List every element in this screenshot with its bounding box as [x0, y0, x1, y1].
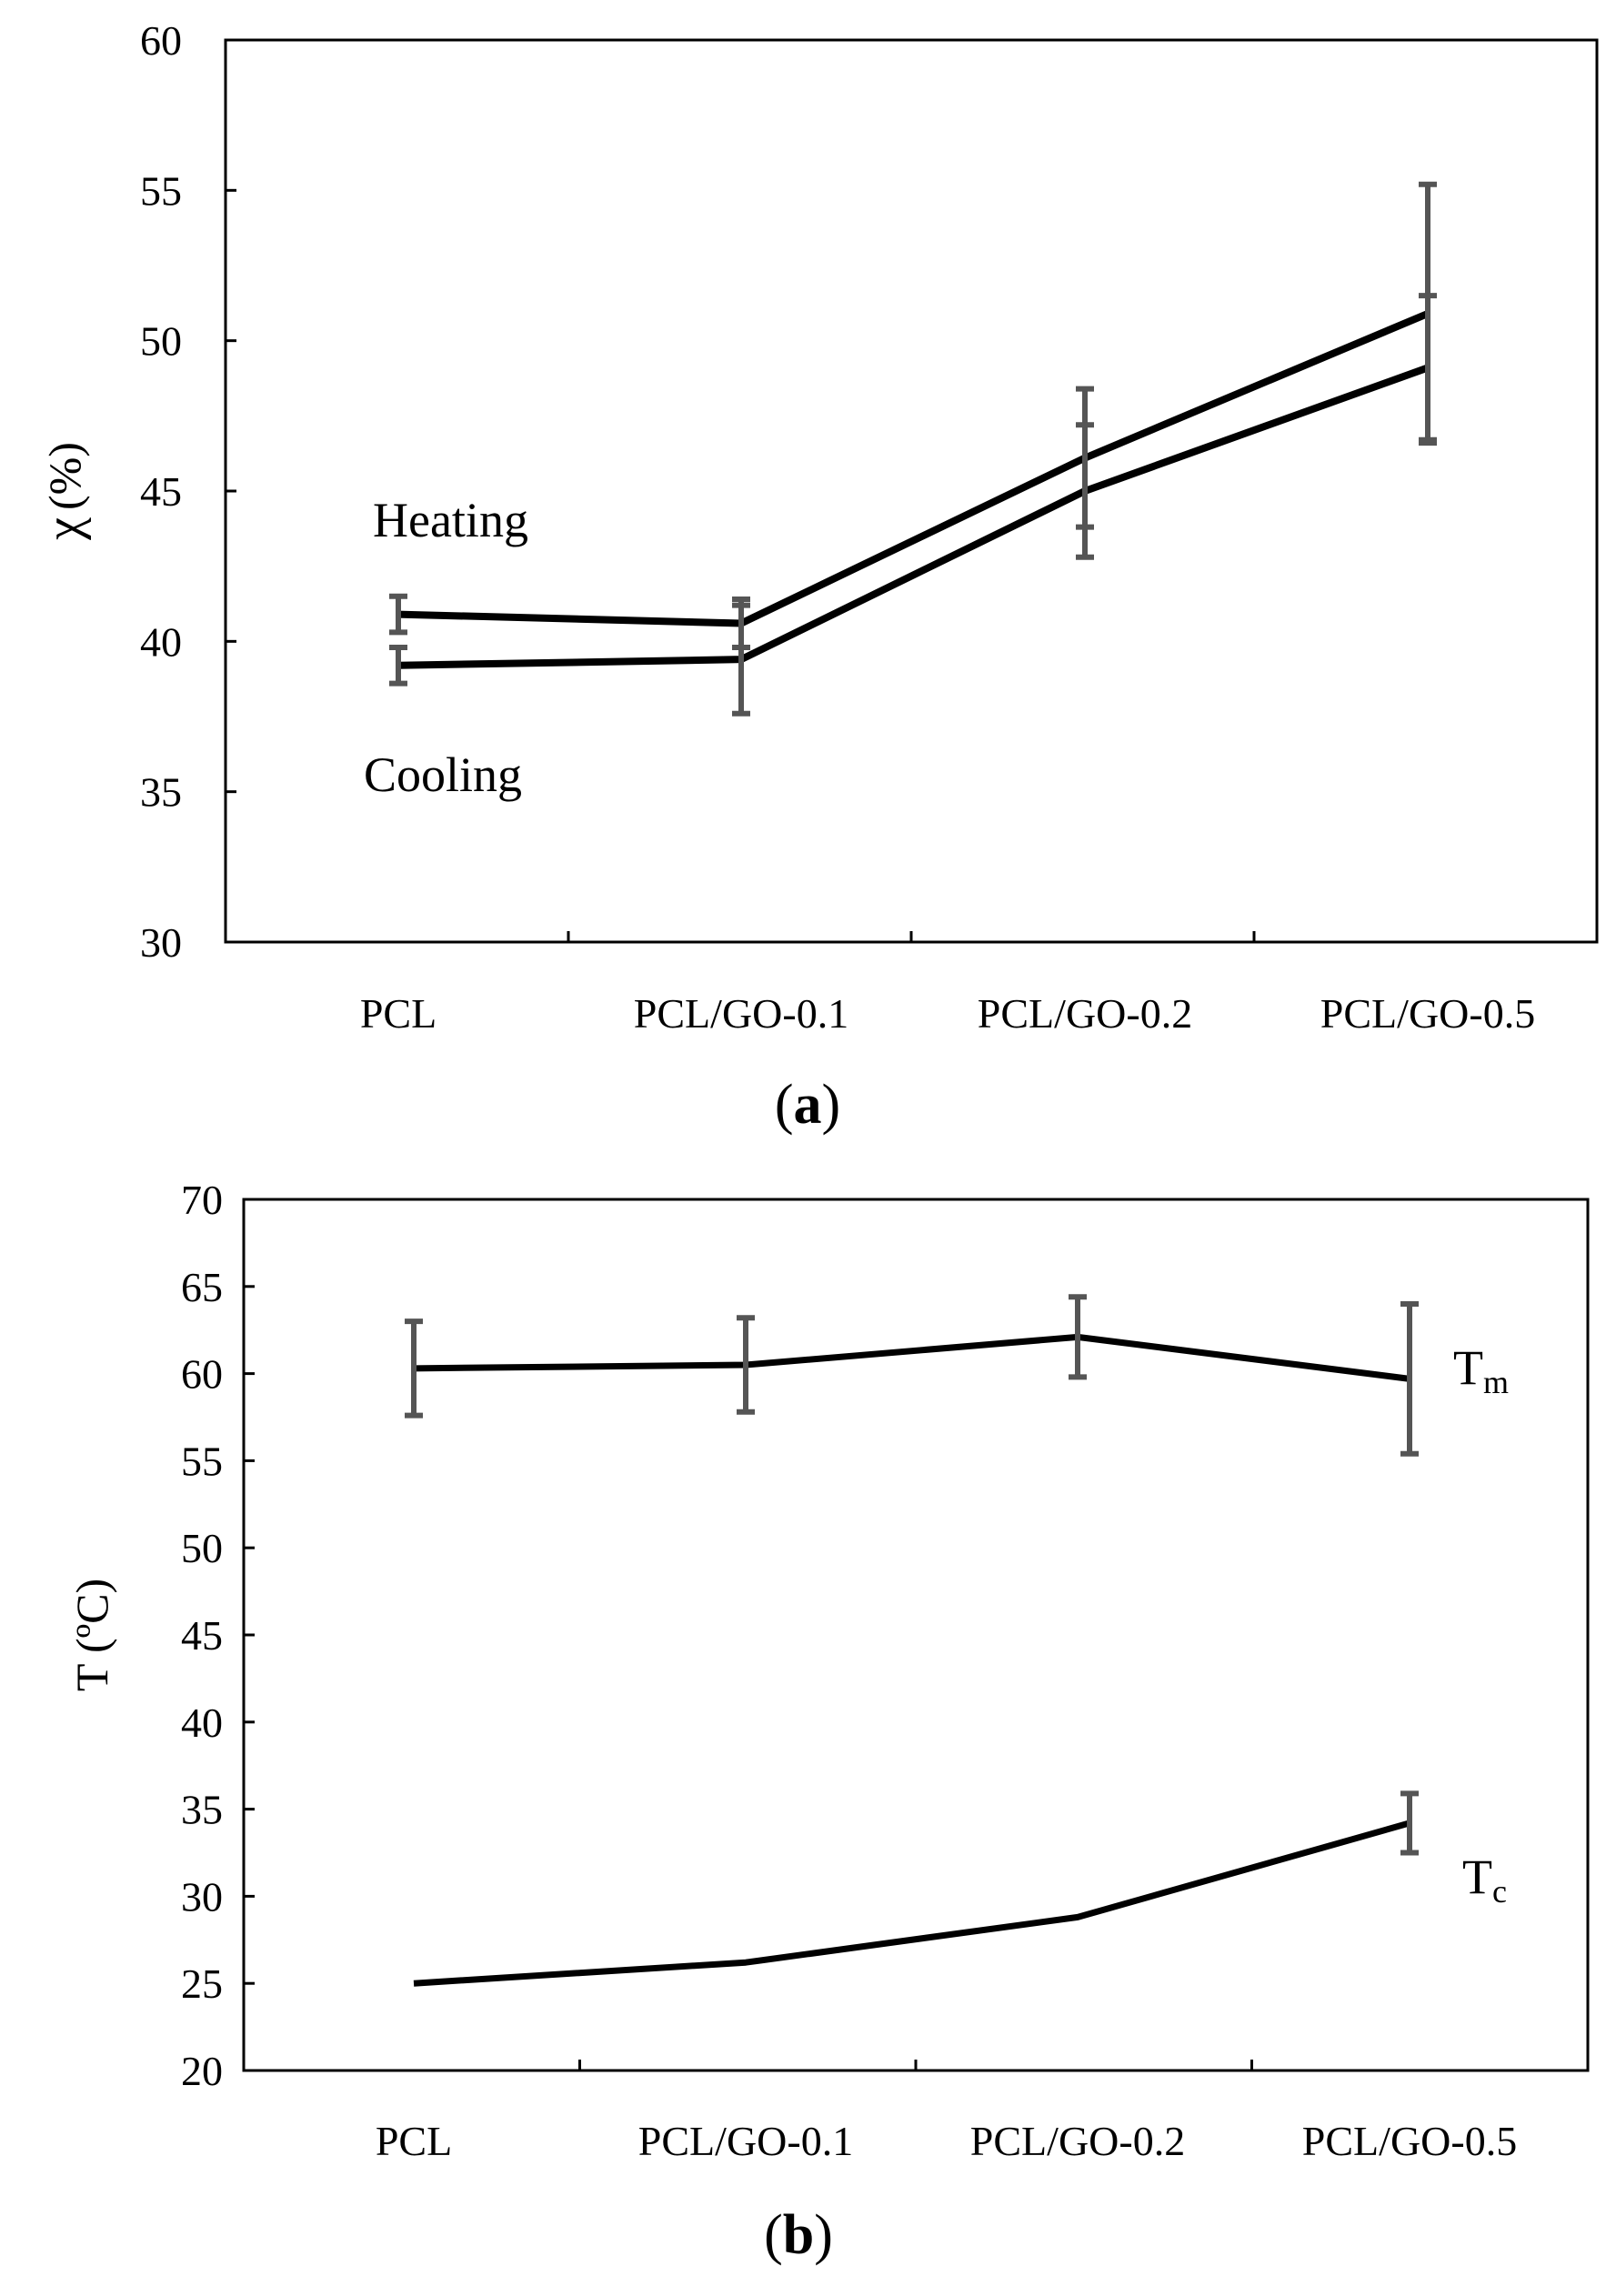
chart-b-tick-marks [244, 1198, 1253, 2072]
chart-a-category-label: PCL/GO-0.1 [634, 990, 848, 1037]
chart-b-y-tick-label: 65 [181, 1264, 223, 1310]
error-bar-cooling [389, 644, 407, 687]
chart-a-y-tick-label: 55 [140, 167, 182, 214]
chart-b-category-labels: PCL PCL/GO-0.1 PCL/GO-0.2 PCL/GO-0.5 [376, 2118, 1517, 2164]
chart-a-y-tick-label: 35 [140, 769, 182, 816]
annotation-heating: Heating [373, 493, 528, 547]
chart-b-error-bars [405, 1294, 1419, 1856]
chart-b-y-tick-label: 30 [181, 1873, 223, 1920]
chart-b-category-label: PCL/GO-0.5 [1302, 2118, 1517, 2164]
chart-a-plot-frame [224, 38, 1599, 944]
chart-a-y-tick-label: 50 [140, 318, 182, 365]
chart-b-y-tick-label: 60 [181, 1351, 223, 1398]
annotation-tc: Tc [1462, 1850, 1507, 1910]
annotation-cooling: Cooling [364, 747, 522, 802]
error-bar-tm [405, 1318, 423, 1419]
series-line-cooling [397, 364, 1430, 669]
chart-b-y-tick-label: 35 [181, 1787, 223, 1833]
error-bar-cooling [1419, 293, 1437, 443]
chart-b-y-tick-label: 40 [181, 1699, 223, 1746]
chart-a-category-labels: PCL PCL/GO-0.1 PCL/GO-0.2 PCL/GO-0.5 [360, 990, 1535, 1037]
chart-a-y-axis-title: χ(%) [35, 442, 92, 541]
chart-b-y-tick-label: 50 [181, 1525, 223, 1571]
chart-a-y-tick-label: 60 [140, 17, 182, 64]
chart-b-y-tick-label: 55 [181, 1438, 223, 1484]
chart-a-category-label: PCL/GO-0.2 [978, 990, 1192, 1037]
chart-a-category-label: PCL/GO-0.5 [1320, 990, 1535, 1037]
chart-a-y-tick-labels: 30 35 40 45 50 55 60 [140, 17, 182, 966]
chart-b-y-tick-label: 25 [181, 1960, 223, 2007]
chart-a-panel-label: (a) [775, 1074, 840, 1136]
chart-a-error-bars [389, 181, 1437, 717]
chart-a-series-lines [397, 310, 1430, 669]
error-bar-tc [1400, 1790, 1419, 1856]
chart-b-category-label: PCL [376, 2118, 452, 2164]
chart-b-y-tick-label: 70 [181, 1177, 223, 1223]
error-bar-tm [1069, 1294, 1087, 1380]
chart-a-y-tick-label: 45 [140, 468, 182, 515]
series-line-heating [397, 310, 1430, 627]
series-line-tc [413, 1820, 1410, 1987]
chart-b-y-tick-label: 20 [181, 2048, 223, 2094]
chart-b-series-lines [413, 1333, 1410, 1987]
series-line-tm [413, 1333, 1410, 1382]
chart-b-category-label: PCL/GO-0.2 [970, 2118, 1185, 2164]
chart-b-y-axis-title: T (ºC) [66, 1579, 117, 1691]
error-bar-tm [1400, 1300, 1419, 1457]
error-bar-tm [737, 1315, 755, 1415]
error-bar-cooling [1076, 422, 1094, 560]
chart-b-y-tick-label: 45 [181, 1612, 223, 1659]
error-bar-heating [389, 593, 407, 636]
chart-b: 20 25 30 35 40 45 50 55 60 65 70 PCL PCL/GO-0.1 PCL/… [66, 1177, 1590, 2266]
error-bar-cooling [732, 602, 750, 717]
chart-b-panel-label: (b) [764, 2204, 833, 2266]
chart-a-tick-marks [226, 38, 1256, 944]
annotation-tm: Tm [1453, 1340, 1509, 1400]
chart-b-category-label: PCL/GO-0.1 [638, 2118, 853, 2164]
chart-a-y-tick-label: 40 [140, 618, 182, 665]
chart-a-y-tick-label: 30 [140, 919, 182, 966]
chart-b-y-tick-labels: 20 25 30 35 40 45 50 55 60 65 70 [181, 1177, 223, 2094]
chart-a-category-label: PCL [360, 990, 437, 1037]
